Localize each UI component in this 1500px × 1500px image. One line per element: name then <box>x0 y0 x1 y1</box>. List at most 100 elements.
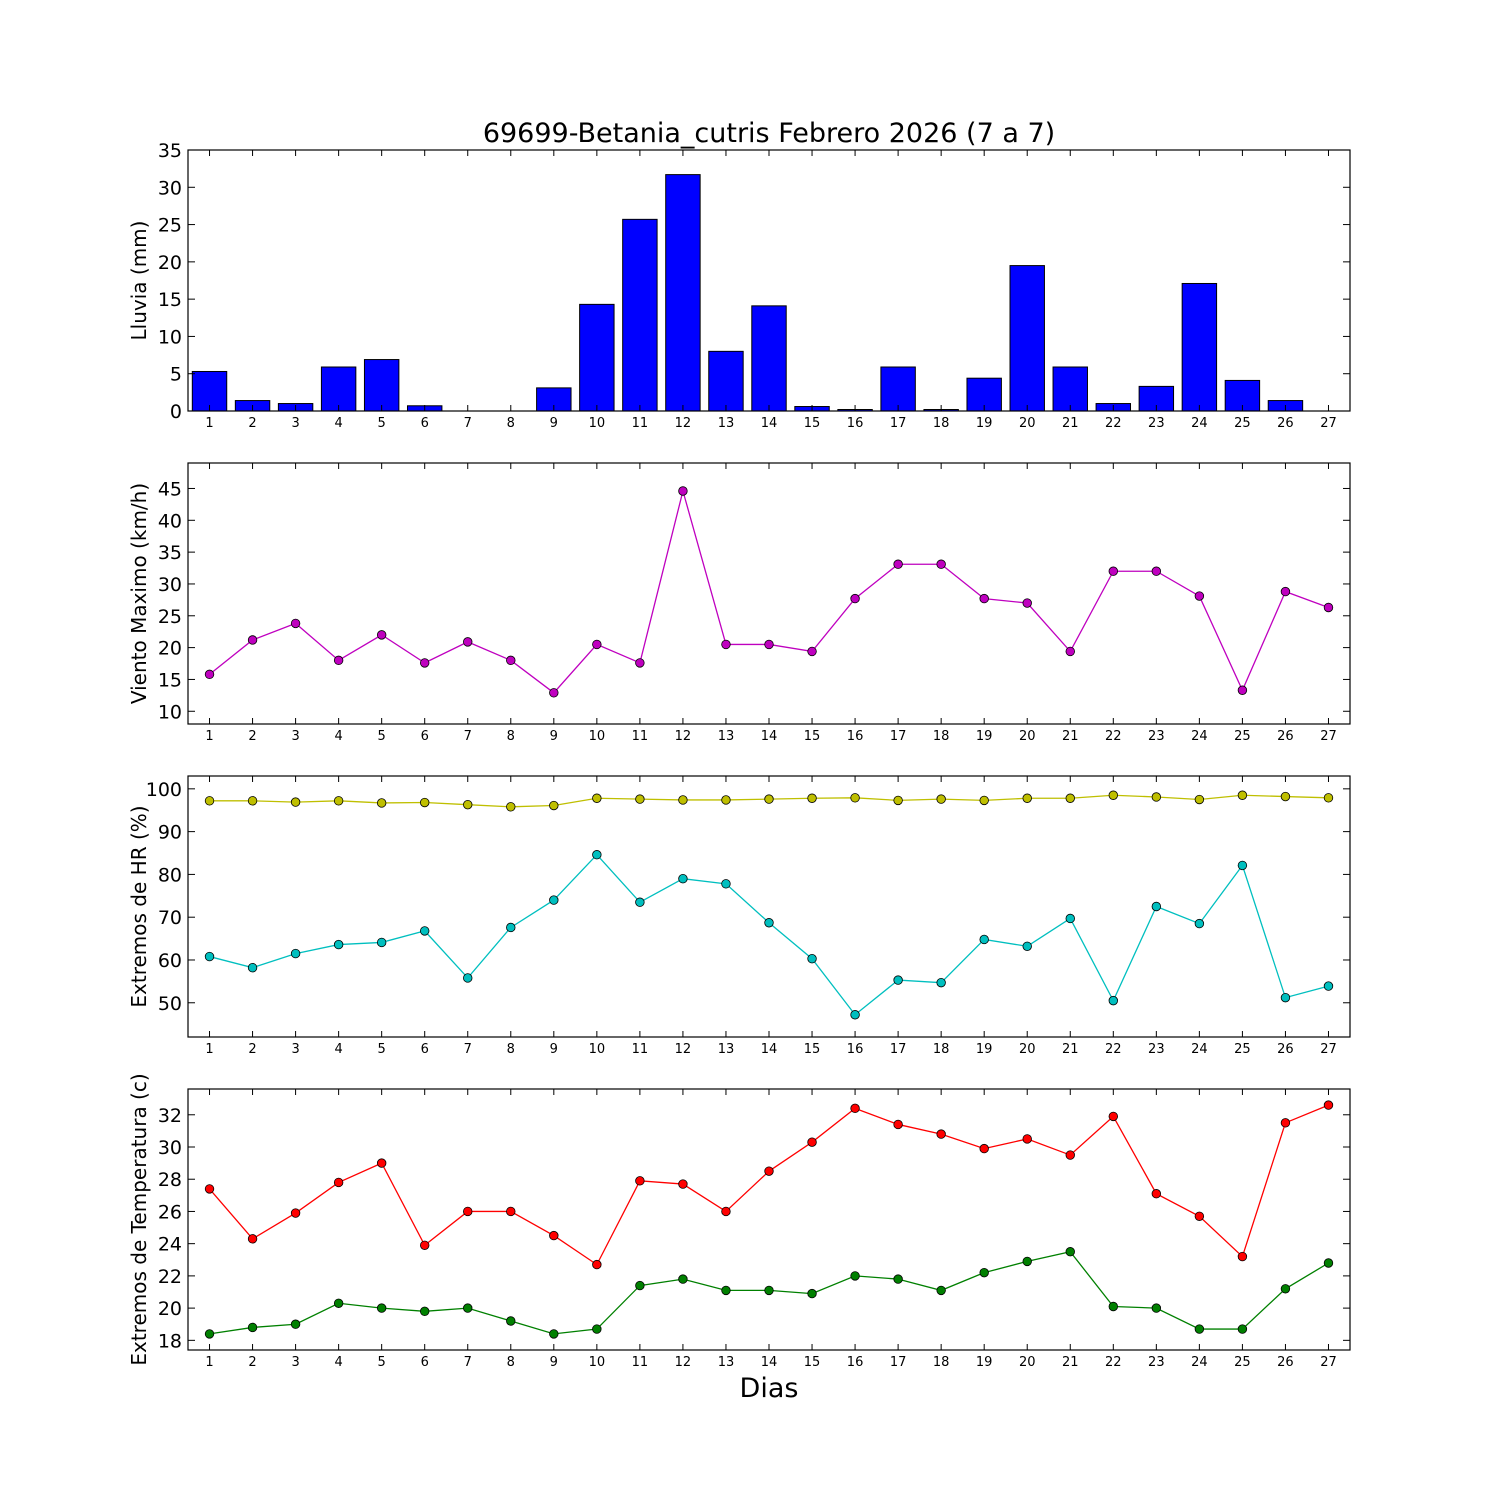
bar <box>880 366 916 412</box>
x-tick-label: 15 <box>804 1355 821 1370</box>
data-point <box>807 793 817 803</box>
x-tick-label: 14 <box>761 416 778 431</box>
x-tick-label: 23 <box>1148 729 1165 744</box>
data-point <box>1108 566 1119 576</box>
data-point <box>376 1303 387 1313</box>
bar <box>1052 366 1088 412</box>
data-point <box>1108 995 1119 1006</box>
x-tick-label: 13 <box>718 1042 735 1057</box>
x-tick-label: 12 <box>675 729 692 744</box>
data-point <box>420 1306 430 1317</box>
x-tick-label: 19 <box>976 1355 993 1370</box>
data-point <box>936 794 946 804</box>
data-point <box>1194 591 1205 601</box>
data-point <box>721 639 731 650</box>
data-point <box>893 559 903 569</box>
bar <box>1009 265 1045 412</box>
x-tick-label: 8 <box>507 1355 515 1370</box>
x-tick-label: 21 <box>1062 1042 1079 1057</box>
x-tick-label: 4 <box>334 416 342 431</box>
data-point <box>1237 790 1248 800</box>
data-point <box>506 1316 516 1326</box>
data-point <box>1323 1258 1334 1268</box>
data-point <box>204 796 215 806</box>
x-tick-label: 24 <box>1191 729 1208 744</box>
data-point <box>204 951 215 962</box>
y-tick-label: 24 <box>158 1234 182 1256</box>
x-tick-label: 8 <box>507 729 515 744</box>
data-point <box>1280 1118 1291 1128</box>
axes-frame <box>187 1088 1351 1351</box>
x-tick-label: 25 <box>1234 729 1251 744</box>
data-point <box>1108 790 1119 800</box>
data-point <box>204 669 215 680</box>
data-point <box>420 926 430 936</box>
data-point <box>807 646 817 657</box>
data-point <box>463 973 473 983</box>
x-tick-label: 27 <box>1320 729 1337 744</box>
data-point <box>678 873 688 884</box>
data-point <box>936 559 946 569</box>
x-tick-label: 21 <box>1062 1355 1079 1370</box>
x-tick-label: 6 <box>421 1355 429 1370</box>
x-tick-label: 3 <box>291 416 299 431</box>
x-tick-label: 17 <box>890 1042 907 1057</box>
data-point <box>936 977 946 988</box>
data-point <box>290 1208 301 1218</box>
y-tick-label: 20 <box>158 638 182 660</box>
data-point <box>979 1267 989 1278</box>
x-tick-label: 27 <box>1320 416 1337 431</box>
data-point <box>979 934 989 945</box>
x-tick-label: 2 <box>248 729 256 744</box>
x-tick-label: 2 <box>248 1042 256 1057</box>
x-tick-label: 9 <box>550 416 558 431</box>
data-point <box>721 879 731 889</box>
x-tick-label: 7 <box>464 416 472 431</box>
data-point <box>247 1322 258 1333</box>
x-tick-label: 27 <box>1320 1355 1337 1370</box>
data-point <box>807 954 817 964</box>
data-point <box>463 1303 473 1313</box>
series-line <box>209 488 1329 694</box>
data-point <box>1237 1324 1248 1334</box>
bar <box>191 370 228 412</box>
x-tick-label: 18 <box>933 729 950 744</box>
x-tick-label: 6 <box>421 1042 429 1057</box>
x-tick-label: 23 <box>1148 1042 1165 1057</box>
y-axis-label: Lluvia (mm) <box>127 221 151 341</box>
y-tick-label: 25 <box>158 606 182 628</box>
data-point <box>463 637 473 647</box>
x-tick-label: 3 <box>291 729 299 744</box>
data-point <box>1280 586 1291 597</box>
y-axis-label: Extremos de HR (%) <box>127 805 151 1007</box>
data-point <box>549 1329 559 1339</box>
x-tick-label: 19 <box>976 729 993 744</box>
x-tick-label: 5 <box>378 416 386 431</box>
x-tick-label: 4 <box>334 1355 342 1370</box>
bar <box>665 174 701 412</box>
y-tick-label: 35 <box>158 542 182 564</box>
data-point <box>1280 791 1291 802</box>
x-tick-label: 8 <box>507 1042 515 1057</box>
data-point <box>549 1230 559 1241</box>
data-point <box>420 797 430 808</box>
x-tick-label: 10 <box>589 729 606 744</box>
y-axis-label: Extremos de Temperatura (c) <box>127 1073 151 1365</box>
x-tick-label: 9 <box>550 729 558 744</box>
data-point <box>1194 1324 1205 1334</box>
y-tick-label: 32 <box>158 1105 182 1127</box>
data-point <box>333 796 344 806</box>
x-tick-label: 26 <box>1277 729 1294 744</box>
y-tick-label: 25 <box>158 215 182 237</box>
data-point <box>463 1206 473 1217</box>
data-point <box>1108 1301 1119 1312</box>
x-tick-label: 6 <box>421 416 429 431</box>
x-tick-label: 24 <box>1191 416 1208 431</box>
data-point <box>1022 1256 1032 1267</box>
data-point <box>1065 1247 1075 1257</box>
data-point <box>1151 566 1162 576</box>
x-tick-label: 26 <box>1277 1042 1294 1057</box>
series-line <box>209 853 1329 1016</box>
bar <box>708 350 744 412</box>
data-point <box>463 799 473 810</box>
